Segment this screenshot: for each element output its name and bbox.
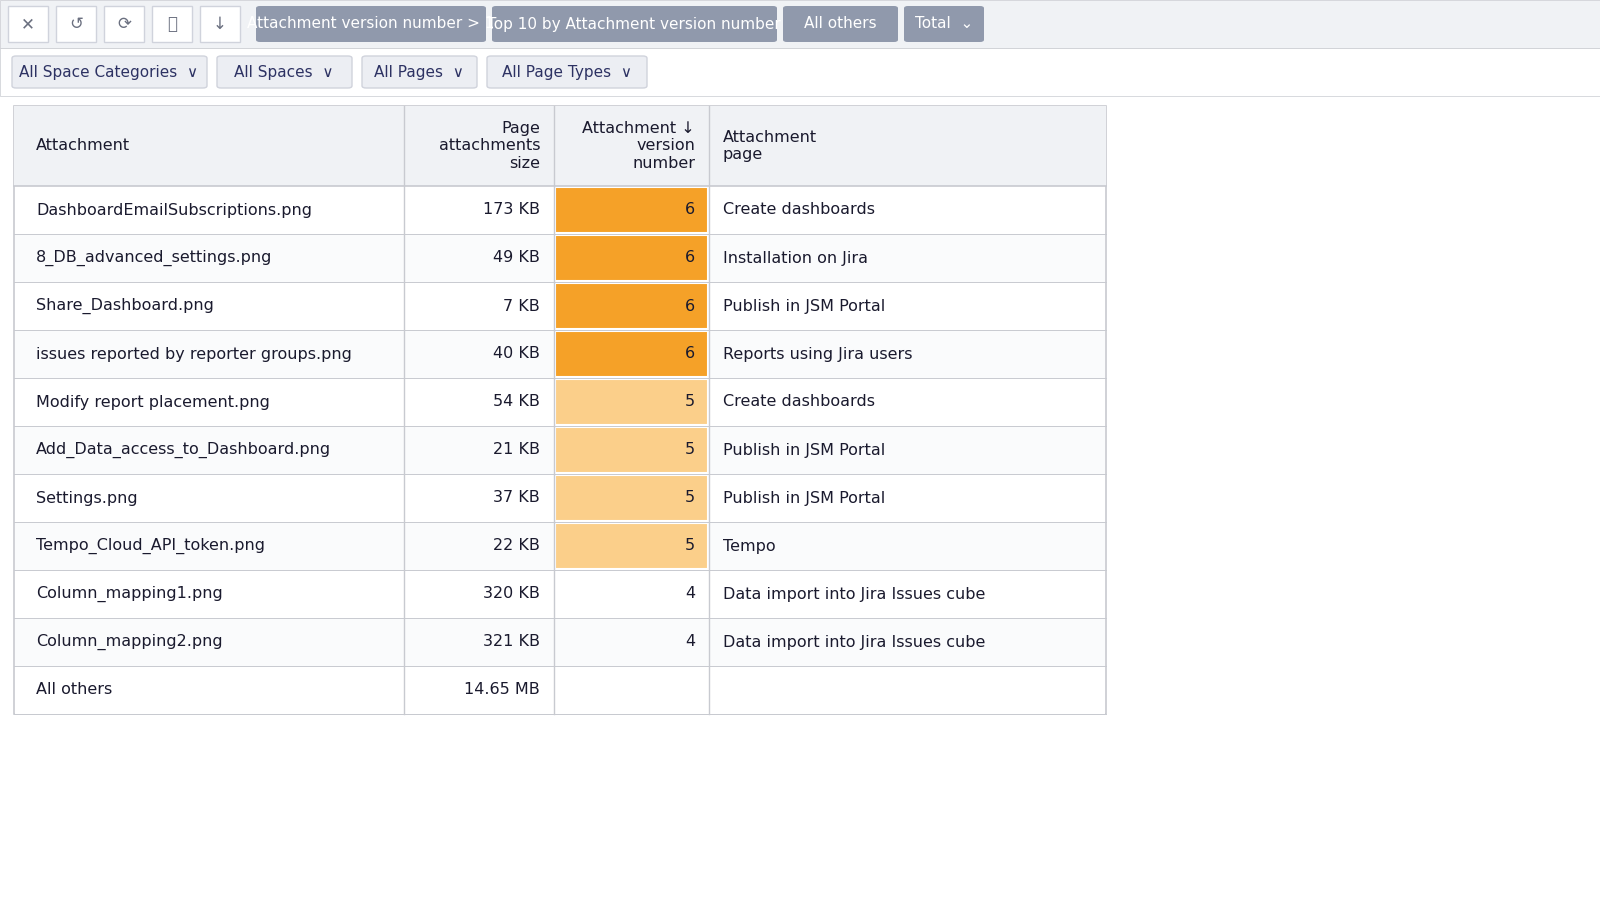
Text: Top 10 by Attachment version number: Top 10 by Attachment version number	[486, 16, 781, 32]
Text: ↓: ↓	[213, 15, 227, 33]
Text: All others: All others	[803, 16, 877, 32]
Text: 5: 5	[685, 538, 694, 554]
Text: 4: 4	[685, 587, 694, 601]
Text: All Space Categories  ∨: All Space Categories ∨	[19, 65, 198, 79]
Text: Installation on Jira: Installation on Jira	[723, 250, 867, 266]
Text: 4: 4	[685, 634, 694, 650]
Text: All Spaces  ∨: All Spaces ∨	[234, 65, 334, 79]
Text: Publish in JSM Portal: Publish in JSM Portal	[723, 443, 885, 457]
Text: All Pages  ∨: All Pages ∨	[374, 65, 464, 79]
Text: ⟳: ⟳	[117, 15, 131, 33]
Text: Attachment: Attachment	[35, 139, 130, 154]
Text: Attachment version number > 1: Attachment version number > 1	[248, 16, 494, 32]
Text: Attachment ↓
version
number: Attachment ↓ version number	[582, 122, 694, 171]
Text: 49 KB: 49 KB	[493, 250, 541, 266]
Text: ⦾: ⦾	[166, 15, 178, 33]
Text: 8_DB_advanced_settings.png: 8_DB_advanced_settings.png	[35, 250, 272, 266]
Text: Data import into Jira Issues cube: Data import into Jira Issues cube	[723, 587, 986, 601]
Text: 21 KB: 21 KB	[493, 443, 541, 457]
Text: 5: 5	[685, 491, 694, 506]
Text: 5: 5	[685, 443, 694, 457]
Text: Column_mapping2.png: Column_mapping2.png	[35, 634, 222, 650]
Text: Create dashboards: Create dashboards	[723, 202, 875, 218]
Text: 22 KB: 22 KB	[493, 538, 541, 554]
Text: Page
attachments
size: Page attachments size	[438, 122, 541, 171]
Text: 6: 6	[685, 202, 694, 218]
Text: ↺: ↺	[69, 15, 83, 33]
Text: Data import into Jira Issues cube: Data import into Jira Issues cube	[723, 634, 986, 650]
Text: Total  ⌄: Total ⌄	[915, 16, 973, 32]
Text: DashboardEmailSubscriptions.png: DashboardEmailSubscriptions.png	[35, 202, 312, 218]
Text: Tempo: Tempo	[723, 538, 776, 554]
Text: Column_mapping1.png: Column_mapping1.png	[35, 586, 222, 602]
Text: issues reported by reporter groups.png: issues reported by reporter groups.png	[35, 346, 352, 362]
Text: 173 KB: 173 KB	[483, 202, 541, 218]
Text: Share_Dashboard.png: Share_Dashboard.png	[35, 298, 214, 314]
Text: All others: All others	[35, 682, 112, 698]
Text: Tempo_Cloud_API_token.png: Tempo_Cloud_API_token.png	[35, 538, 266, 554]
Text: Add_Data_access_to_Dashboard.png: Add_Data_access_to_Dashboard.png	[35, 442, 331, 458]
Text: 6: 6	[685, 299, 694, 313]
Text: 14.65 MB: 14.65 MB	[464, 682, 541, 698]
Text: 6: 6	[685, 250, 694, 266]
Text: 7 KB: 7 KB	[504, 299, 541, 313]
Text: Reports using Jira users: Reports using Jira users	[723, 346, 912, 362]
Text: 54 KB: 54 KB	[493, 394, 541, 410]
Text: 37 KB: 37 KB	[493, 491, 541, 506]
Text: Settings.png: Settings.png	[35, 491, 138, 506]
Text: Modify report placement.png: Modify report placement.png	[35, 394, 270, 410]
Text: Attachment
page: Attachment page	[723, 130, 818, 162]
Text: 40 KB: 40 KB	[493, 346, 541, 362]
Text: ✕: ✕	[21, 15, 35, 33]
Text: 5: 5	[685, 394, 694, 410]
Text: Publish in JSM Portal: Publish in JSM Portal	[723, 491, 885, 506]
Text: Publish in JSM Portal: Publish in JSM Portal	[723, 299, 885, 313]
Text: Create dashboards: Create dashboards	[723, 394, 875, 410]
Text: All Page Types  ∨: All Page Types ∨	[502, 65, 632, 79]
Text: 6: 6	[685, 346, 694, 362]
Text: 320 KB: 320 KB	[483, 587, 541, 601]
Text: 321 KB: 321 KB	[483, 634, 541, 650]
